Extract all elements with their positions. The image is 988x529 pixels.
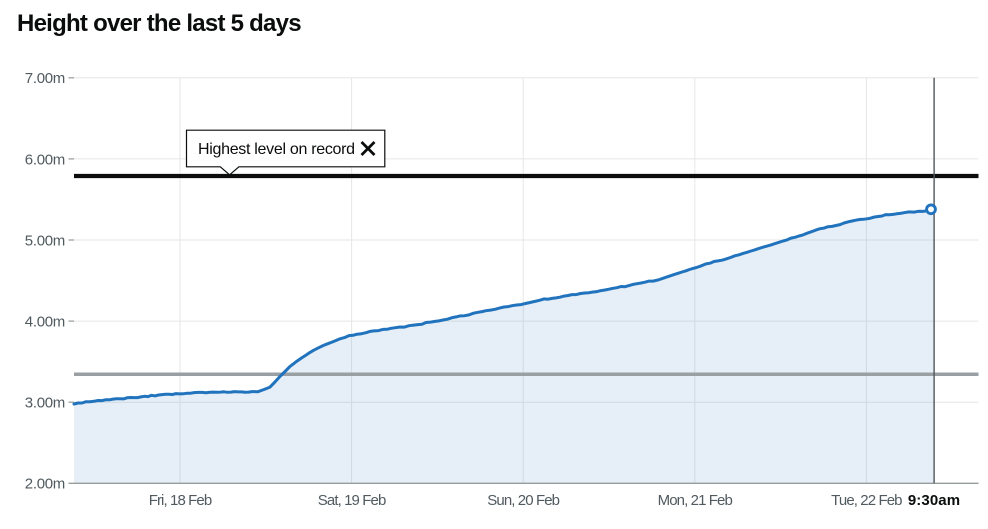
svg-text:7.00m: 7.00m: [25, 70, 65, 87]
svg-text:5.00m: 5.00m: [25, 232, 65, 249]
svg-text:Mon, 21 Feb: Mon, 21 Feb: [658, 492, 733, 509]
svg-text:Sat, 19 Feb: Sat, 19 Feb: [318, 492, 386, 509]
svg-text:6.00m: 6.00m: [25, 151, 65, 168]
svg-text:9:30am: 9:30am: [908, 492, 960, 509]
svg-text:4.00m: 4.00m: [25, 314, 65, 331]
svg-text:Sun, 20 Feb: Sun, 20 Feb: [487, 492, 559, 509]
svg-text:2.00m: 2.00m: [25, 476, 65, 493]
svg-text:Highest level on record: Highest level on record: [198, 141, 355, 158]
svg-text:Fri, 18 Feb: Fri, 18 Feb: [149, 492, 212, 509]
svg-text:Tue, 22 Feb: Tue, 22 Feb: [831, 492, 902, 509]
svg-text:3.00m: 3.00m: [25, 395, 65, 412]
